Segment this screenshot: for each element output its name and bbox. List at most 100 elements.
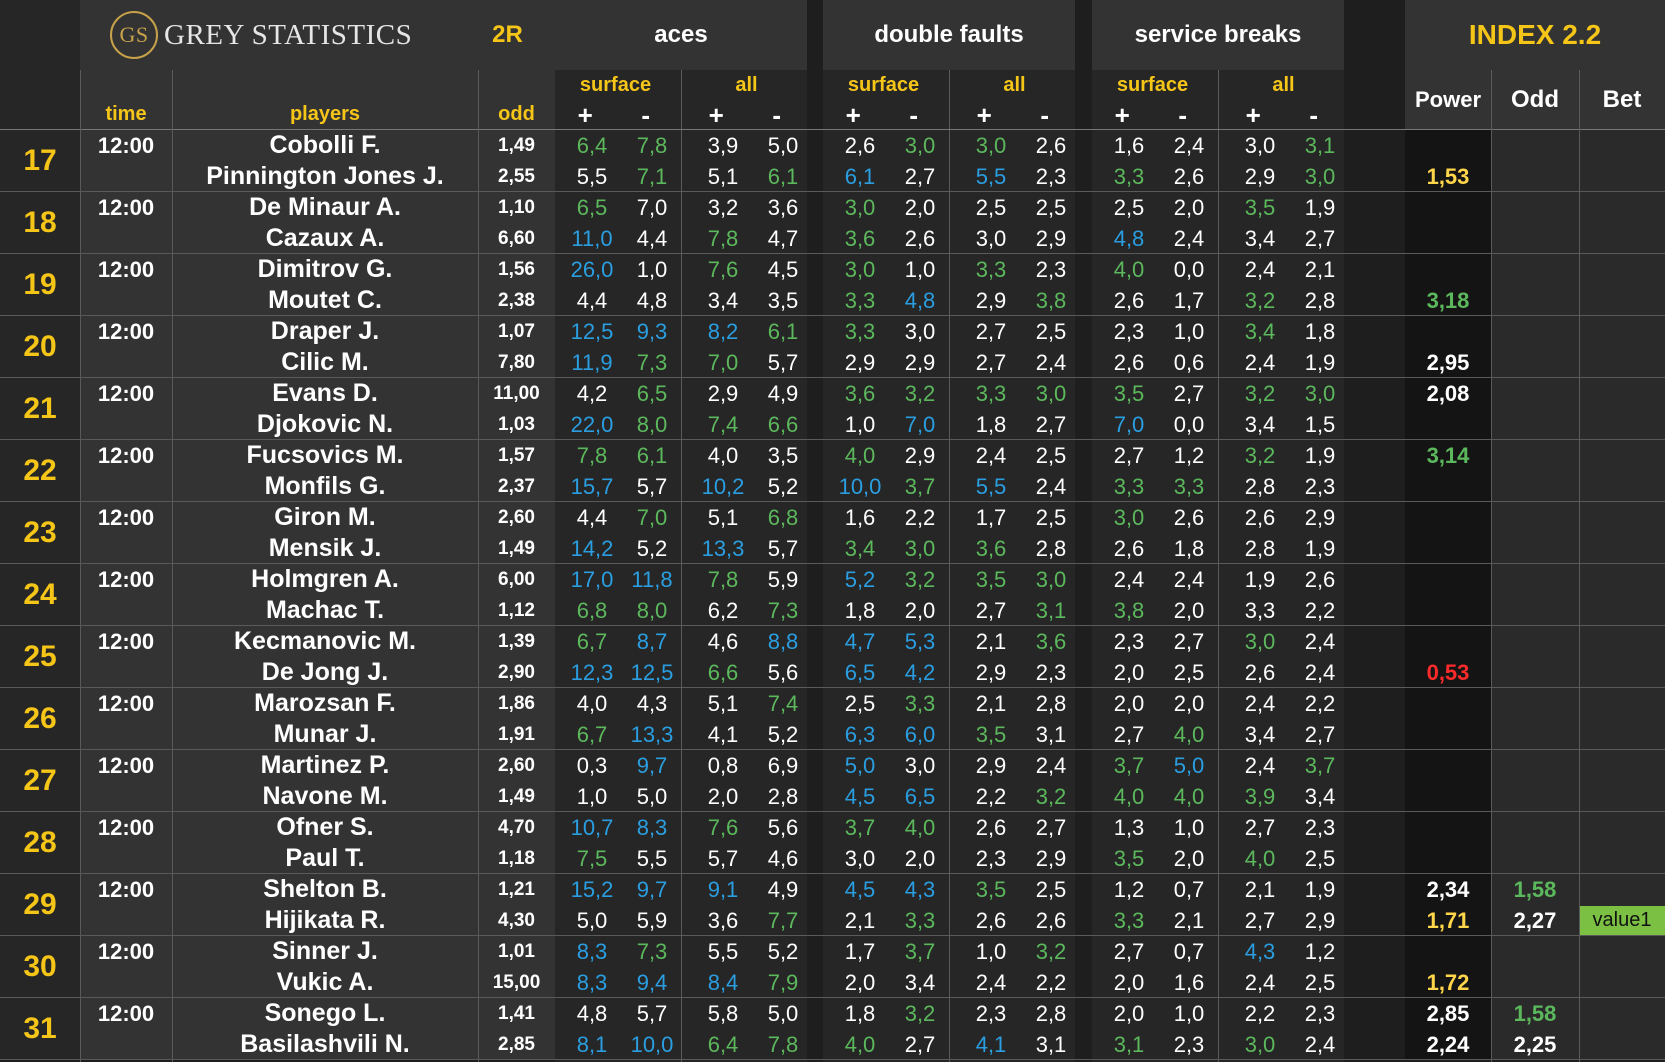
match-number: 20 xyxy=(0,316,80,378)
bet-cell xyxy=(1579,316,1665,347)
match-separator xyxy=(0,377,1665,378)
stat-value: 3,0 xyxy=(1035,380,1067,406)
match-separator xyxy=(0,253,1665,254)
stat-value: 2,7 xyxy=(1113,442,1145,468)
stat-value: 3,4 xyxy=(1244,318,1276,344)
stat-value: 1,6 xyxy=(1173,969,1205,995)
stat-value: 2,6 xyxy=(1173,163,1205,189)
player-name: Holmgren A. xyxy=(172,564,478,595)
stat-value: 2,7 xyxy=(1304,225,1336,251)
power-value: 2,08 xyxy=(1405,378,1491,409)
match-number: 17 xyxy=(0,130,80,192)
stat-value: 4,0 xyxy=(1244,845,1276,871)
player-odd: 1,41 xyxy=(478,998,555,1029)
stat-value: 9,7 xyxy=(636,876,668,902)
stat-value: 5,5 xyxy=(576,163,608,189)
stat-value: 1,0 xyxy=(975,938,1007,964)
player-odd: 4,70 xyxy=(478,812,555,843)
odd2-value xyxy=(1491,533,1579,564)
stat-value: 2,8 xyxy=(1304,287,1336,313)
stat-value: 4,0 xyxy=(576,690,608,716)
stat-value: 9,7 xyxy=(636,752,668,778)
odd2-value xyxy=(1491,409,1579,440)
stat-value: 5,0 xyxy=(576,907,608,933)
odd2-value xyxy=(1491,347,1579,378)
time-spacer xyxy=(80,781,172,812)
time-spacer xyxy=(80,409,172,440)
stat-value: 1,2 xyxy=(1113,876,1145,902)
stat-value: 5,0 xyxy=(767,1000,799,1026)
stat-value: 6,2 xyxy=(707,597,739,623)
stat-value: 6,9 xyxy=(767,752,799,778)
stat-value: 14,2 xyxy=(570,535,614,561)
stat-value: 1,8 xyxy=(844,597,876,623)
player-name: Cazaux A. xyxy=(172,223,478,254)
stat-value: 2,9 xyxy=(707,380,739,406)
stat-value: 5,7 xyxy=(767,349,799,375)
stat-value: 2,0 xyxy=(1173,690,1205,716)
stat-value: 3,4 xyxy=(1244,225,1276,251)
time-spacer xyxy=(80,1029,172,1060)
stat-value: 2,7 xyxy=(1035,814,1067,840)
match-separator xyxy=(0,625,1665,626)
stat-value: 17,0 xyxy=(570,566,614,592)
stat-value: 3,5 xyxy=(1113,380,1145,406)
stat-value: 1,0 xyxy=(1173,318,1205,344)
stat-value: 5,2 xyxy=(767,721,799,747)
stat-value: 3,3 xyxy=(844,287,876,313)
stat-value: 4,5 xyxy=(844,876,876,902)
stat-value: 3,0 xyxy=(975,225,1007,251)
bet-cell xyxy=(1579,285,1665,316)
stat-value: 3,0 xyxy=(975,132,1007,158)
stat-value: 1,0 xyxy=(1173,814,1205,840)
power-value xyxy=(1405,223,1491,254)
bet-cell xyxy=(1579,781,1665,812)
stat-value: 3,0 xyxy=(904,535,936,561)
power-value xyxy=(1405,192,1491,223)
odd2-value xyxy=(1491,502,1579,533)
time-spacer xyxy=(80,967,172,998)
stat-value: 3,2 xyxy=(1035,938,1067,964)
stat-value: 2,8 xyxy=(1035,535,1067,561)
power-value: 1,53 xyxy=(1405,161,1491,192)
stat-value: 0,0 xyxy=(1173,411,1205,437)
stat-value: 2,7 xyxy=(975,597,1007,623)
stat-value: 2,9 xyxy=(975,752,1007,778)
stat-value: 2,7 xyxy=(975,318,1007,344)
stat-value: 3,3 xyxy=(1113,473,1145,499)
player-odd: 1,49 xyxy=(478,533,555,564)
stat-value: 4,9 xyxy=(767,876,799,902)
stat-value: 2,0 xyxy=(1113,659,1145,685)
stat-value: 2,6 xyxy=(904,225,936,251)
stat-value: 3,1 xyxy=(1113,1031,1145,1057)
player-name: Sinner J. xyxy=(172,936,478,967)
stat-value: 3,7 xyxy=(904,938,936,964)
stat-value: 3,0 xyxy=(844,845,876,871)
time-spacer xyxy=(80,223,172,254)
stat-value: 5,0 xyxy=(1173,752,1205,778)
subheader-surface: surface xyxy=(1116,73,1189,96)
player-odd: 11,00 xyxy=(478,378,555,409)
col-power-header: Power xyxy=(1405,70,1491,130)
stat-value: 2,3 xyxy=(1113,628,1145,654)
stat-value: 3,6 xyxy=(1035,628,1067,654)
stat-value: 3,6 xyxy=(767,194,799,220)
stat-value: 2,7 xyxy=(1173,380,1205,406)
stat-value: 2,6 xyxy=(1035,132,1067,158)
stat-value: 2,9 xyxy=(844,349,876,375)
bet-cell xyxy=(1579,378,1665,409)
odd2-value xyxy=(1491,285,1579,316)
stat-value: 2,0 xyxy=(1173,597,1205,623)
stat-value: 2,3 xyxy=(1035,659,1067,685)
match-time: 12:00 xyxy=(80,378,172,409)
stat-value: 4,1 xyxy=(707,721,739,747)
stat-value: 2,5 xyxy=(1035,442,1067,468)
stat-value: 11,8 xyxy=(631,566,673,592)
bet-cell xyxy=(1579,502,1665,533)
stat-value: 2,7 xyxy=(1113,721,1145,747)
stat-value: 3,4 xyxy=(707,287,739,313)
stat-value: 6,6 xyxy=(707,659,739,685)
stat-value: 3,6 xyxy=(975,535,1007,561)
stat-value: 3,5 xyxy=(975,566,1007,592)
player-odd: 1,86 xyxy=(478,688,555,719)
